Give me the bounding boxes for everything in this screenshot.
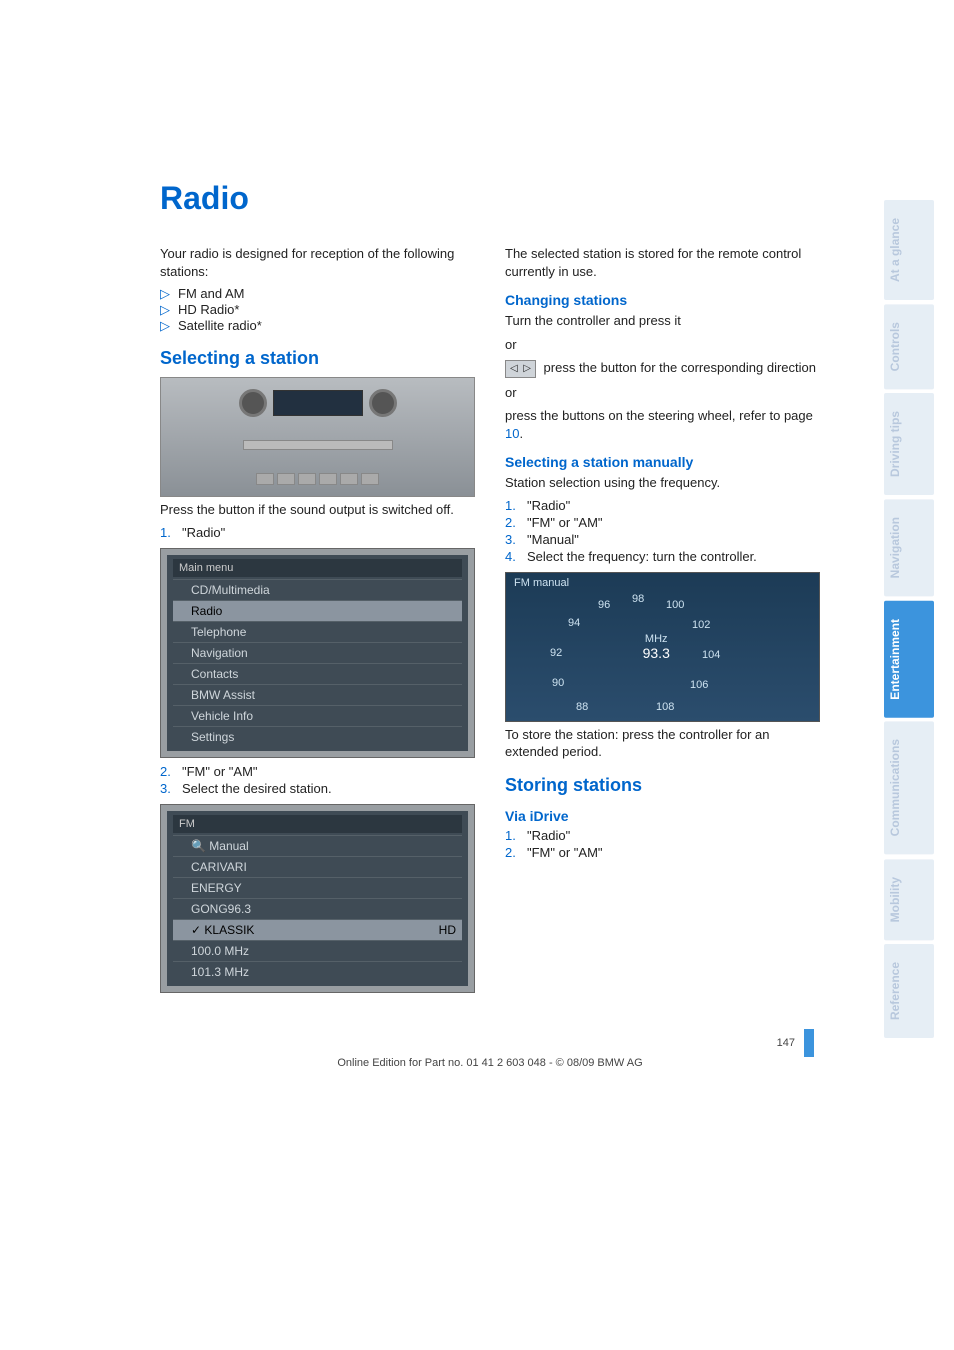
side-tabs: At a glanceControlsDriving tipsNavigatio…	[884, 200, 934, 1042]
step-item: 2."FM" or "AM"	[505, 845, 820, 860]
page-footer: 147 Online Edition for Part no. 01 41 2 …	[160, 1029, 820, 1069]
main-menu-screenshot: Main menu CD/MultimediaRadioTelephoneNav…	[160, 548, 475, 758]
right-column: The selected station is stored for the r…	[505, 241, 820, 999]
dial-tick: 102	[692, 619, 710, 631]
side-tab[interactable]: Reference	[884, 944, 934, 1038]
tune-knob-icon	[369, 389, 397, 417]
left-column: Your radio is designed for reception of …	[160, 241, 475, 999]
side-tab[interactable]: Communications	[884, 721, 934, 854]
side-tab[interactable]: Navigation	[884, 499, 934, 596]
dial-tick: 100	[666, 599, 684, 611]
menu-row: Settings	[173, 726, 462, 747]
station-types-list: FM and AMHD Radio*Satellite radio*	[160, 286, 475, 334]
cd-slot-icon	[243, 440, 393, 450]
changing-line2-text: press the button for the corresponding d…	[540, 360, 816, 375]
dial-tick: 96	[598, 599, 610, 611]
page-number: 147	[777, 1037, 795, 1049]
changing-stations-heading: Changing stations	[505, 292, 820, 308]
selecting-station-heading: Selecting a station	[160, 348, 475, 369]
manual-steps: 1."Radio" 2."FM" or "AM" 3."Manual" 4.Selec…	[505, 498, 820, 564]
radio-head-unit-figure	[160, 377, 475, 497]
changing-line3: press the buttons on the steering wheel,…	[505, 407, 820, 442]
footer-line: Online Edition for Part no. 01 41 2 603 …	[160, 1057, 820, 1069]
side-tab[interactable]: Mobility	[884, 859, 934, 940]
dial-tick: 106	[690, 679, 708, 691]
step-item: 4.Select the frequency: turn the control…	[505, 549, 820, 564]
changing-or-1: or	[505, 336, 820, 354]
step-item: 1."Radio"	[505, 498, 820, 513]
menu-row: Telephone	[173, 621, 462, 642]
selecting-steps-part1: 1."Radio"	[160, 525, 475, 540]
station-type-item: HD Radio*	[160, 302, 475, 318]
radio-display-icon	[273, 390, 363, 416]
dial-tick: 94	[568, 617, 580, 629]
changing-line2: ◁ ▷ press the button for the correspondi…	[505, 359, 820, 377]
changing-line1: Turn the controller and press it	[505, 312, 820, 330]
volume-knob-icon	[239, 389, 267, 417]
dial-tick: 92	[550, 647, 562, 659]
menu-row: 101.3 MHz	[173, 961, 462, 982]
side-tab[interactable]: Driving tips	[884, 393, 934, 495]
press-button-text: Press the button if the sound output is …	[160, 501, 475, 519]
station-type-item: Satellite radio*	[160, 318, 475, 334]
page-marker-icon	[804, 1029, 814, 1057]
dial-tick: 88	[576, 701, 588, 713]
menu-row: 100.0 MHz	[173, 940, 462, 961]
step-item: 2."FM" or "AM"	[160, 764, 475, 779]
menu-row: 🔍 Manual	[173, 835, 462, 856]
side-tab[interactable]: Entertainment	[884, 601, 934, 718]
step-item: 1."Radio"	[505, 828, 820, 843]
manual-heading: Selecting a station manually	[505, 454, 820, 470]
dial-tick: 108	[656, 701, 674, 713]
storing-sub: Via iDrive	[505, 808, 820, 824]
menu-row: Radio	[173, 600, 462, 621]
menu-row: ✓ KLASSIKHD	[173, 919, 462, 940]
dial-tick: 104	[702, 649, 720, 661]
dial-center: MHz 93.3	[643, 633, 670, 661]
fm-list-screenshot: FM 🔍 ManualCARIVARIENERGYGONG96.3✓ KLASS…	[160, 804, 475, 993]
stored-text: The selected station is stored for the r…	[505, 245, 820, 280]
side-tab[interactable]: Controls	[884, 304, 934, 389]
step-item: 1."Radio"	[160, 525, 475, 540]
menu-row: BMW Assist	[173, 684, 462, 705]
step-item: 3.Select the desired station.	[160, 781, 475, 796]
station-type-item: FM and AM	[160, 286, 475, 302]
dial-tick: 98	[632, 593, 644, 605]
dial-tick: 90	[552, 677, 564, 689]
intro-text: Your radio is designed for reception of …	[160, 245, 475, 280]
menu-row: Vehicle Info	[173, 705, 462, 726]
manual-intro: Station selection using the frequency.	[505, 474, 820, 492]
dial-title: FM manual	[514, 577, 569, 589]
step-item: 2."FM" or "AM"	[505, 515, 820, 530]
menu-row: Navigation	[173, 642, 462, 663]
preset-buttons-row	[256, 473, 379, 485]
page-title: Radio	[160, 180, 924, 217]
menu-row: GONG96.3	[173, 898, 462, 919]
storing-heading: Storing stations	[505, 775, 820, 796]
main-menu-title: Main menu	[173, 559, 462, 577]
page-link[interactable]: 10	[505, 426, 519, 441]
menu-row: Contacts	[173, 663, 462, 684]
menu-row: CD/Multimedia	[173, 579, 462, 600]
prev-next-buttons-icon: ◁ ▷	[505, 360, 536, 378]
fm-list-title: FM	[173, 815, 462, 833]
step-item: 3."Manual"	[505, 532, 820, 547]
hd-icon: HD	[439, 923, 456, 937]
menu-row: ENERGY	[173, 877, 462, 898]
store-text: To store the station: press the controll…	[505, 726, 820, 761]
side-tab[interactable]: At a glance	[884, 200, 934, 300]
selecting-steps-part2: 2."FM" or "AM" 3.Select the desired stati…	[160, 764, 475, 796]
fm-manual-dial-screenshot: FM manual MHz 93.3 88 90 92 94 96 98 100 102 104…	[505, 572, 820, 722]
storing-steps: 1."Radio" 2."FM" or "AM"	[505, 828, 820, 860]
changing-or-2: or	[505, 384, 820, 402]
menu-row: CARIVARI	[173, 856, 462, 877]
